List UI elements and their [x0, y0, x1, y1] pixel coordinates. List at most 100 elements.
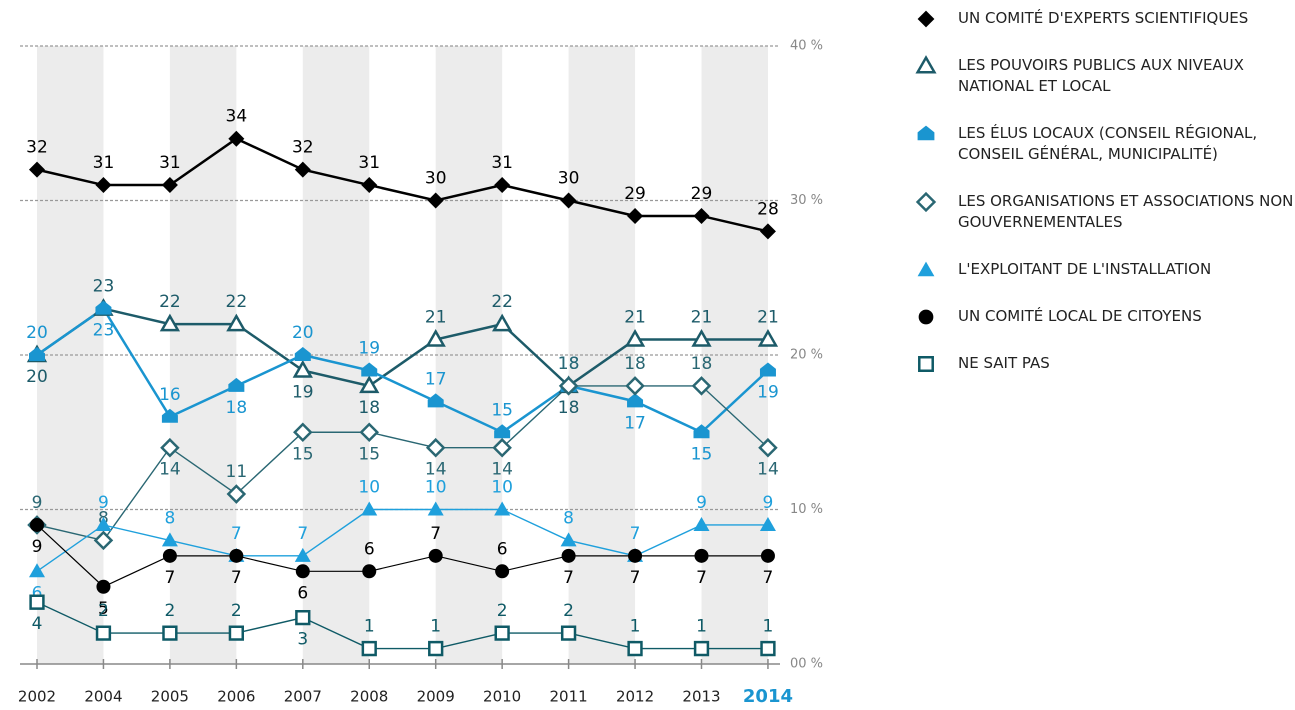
marker [491, 313, 513, 332]
data-label: 10 [358, 478, 380, 498]
legend-item: UN COMITÉ LOCAL DE CITOYENS [910, 306, 1295, 327]
marker [495, 564, 510, 579]
marker [30, 517, 44, 532]
marker [494, 177, 511, 194]
data-label: 15 [358, 444, 380, 464]
data-label: 32 [26, 138, 48, 158]
data-label: 14 [491, 460, 513, 480]
data-label: 16 [159, 385, 181, 405]
legend-item: L'EXPLOITANT DE L'INSTALLATION [910, 259, 1295, 280]
legend-label: LES ORGANISATIONS ET ASSOCIATIONS NON GO… [958, 192, 1294, 231]
legend-marker [917, 125, 935, 141]
legend-label: UN COMITÉ D'EXPERTS SCIENTIFIQUES [958, 9, 1249, 27]
data-label: 6 [364, 539, 375, 559]
marker [492, 437, 512, 458]
data-label: 6 [297, 583, 308, 603]
y-tick-label: 00 % [790, 657, 823, 672]
data-label: 9 [763, 493, 774, 513]
marker [758, 437, 778, 458]
marker [29, 161, 45, 178]
data-label: 22 [226, 292, 248, 312]
marker [915, 191, 937, 213]
marker [226, 484, 247, 504]
marker [757, 329, 779, 347]
marker [425, 437, 446, 458]
marker [229, 548, 244, 563]
data-label: 1 [430, 617, 441, 637]
legend-item: LES ÉLUS LOCAUX (CONSEIL RÉGIONAL, CONSE… [910, 123, 1295, 165]
x-tick-label: 2011 [550, 688, 588, 706]
data-label: 29 [624, 184, 646, 204]
marker [759, 516, 776, 531]
marker [162, 625, 178, 641]
data-label: 7 [763, 568, 774, 588]
marker [228, 625, 244, 641]
marker [691, 329, 712, 347]
data-label: 15 [691, 444, 713, 464]
marker [93, 530, 114, 551]
legend-label: L'EXPLOITANT DE L'INSTALLATION [958, 260, 1212, 278]
marker [627, 207, 644, 224]
legend-item: UN COMITÉ D'EXPERTS SCIENTIFIQUES [910, 8, 1295, 29]
data-label: 18 [558, 398, 580, 418]
marker [160, 437, 180, 458]
data-label: 10 [425, 478, 447, 498]
marker [428, 548, 443, 563]
marker [428, 640, 444, 657]
data-label: 19 [358, 338, 380, 358]
data-label: 17 [624, 413, 646, 433]
data-label: 9 [696, 493, 707, 513]
marker [691, 376, 712, 396]
data-label: 3 [297, 630, 308, 650]
y-tick-label: 20 % [790, 348, 823, 363]
legend-item: LES POUVOIRS PUBLICS AUX NIVEAUX NATIONA… [910, 55, 1295, 97]
data-label: 30 [425, 169, 447, 189]
data-label: 5 [98, 599, 109, 619]
x-tick-label: 2012 [616, 688, 654, 706]
marker [293, 422, 313, 443]
data-label: 23 [93, 277, 115, 297]
data-label: 7 [231, 568, 242, 588]
data-label: 6 [497, 539, 508, 559]
marker [294, 347, 311, 361]
data-label: 31 [159, 153, 181, 173]
data-label: 18 [691, 354, 713, 374]
legend-marker [915, 55, 937, 74]
legend-marker [917, 261, 935, 277]
legend-item: NE SAIT PAS [910, 353, 1295, 374]
marker [694, 548, 709, 563]
data-label: 1 [630, 617, 641, 637]
x-tick-label: 2009 [417, 688, 455, 706]
marker [494, 424, 511, 439]
data-label: 7 [630, 524, 641, 544]
marker [427, 393, 444, 408]
data-label: 2 [98, 601, 109, 621]
data-label: 9 [32, 493, 43, 513]
data-label: 34 [226, 107, 248, 127]
data-label: 18 [226, 398, 248, 418]
legend-marker [917, 10, 935, 28]
data-label: 10 [491, 478, 513, 498]
data-label: 29 [691, 184, 713, 204]
x-tick-label: 2002 [18, 688, 56, 706]
line [36, 385, 769, 542]
x-tick-label: 2014 [743, 686, 793, 707]
marker [560, 532, 577, 547]
data-label: 21 [425, 308, 447, 328]
data-label: 19 [757, 382, 779, 402]
y-tick-label: 40 % [790, 39, 823, 54]
marker [228, 130, 245, 147]
data-label: 19 [292, 382, 314, 402]
marker [693, 424, 710, 439]
legend-marker [918, 309, 934, 325]
marker [359, 422, 380, 443]
legend-label: LES ÉLUS LOCAUX (CONSEIL RÉGIONAL, CONSE… [958, 124, 1258, 163]
data-label: 30 [558, 169, 580, 189]
line [36, 307, 768, 388]
x-tick-label: 2006 [217, 688, 255, 706]
legend: UN COMITÉ D'EXPERTS SCIENTIFIQUES LES POU… [910, 8, 1295, 400]
marker [294, 547, 311, 562]
line [36, 524, 768, 588]
legend-label: LES POUVOIRS PUBLICS AUX NIVEAUX NATIONA… [958, 56, 1244, 95]
